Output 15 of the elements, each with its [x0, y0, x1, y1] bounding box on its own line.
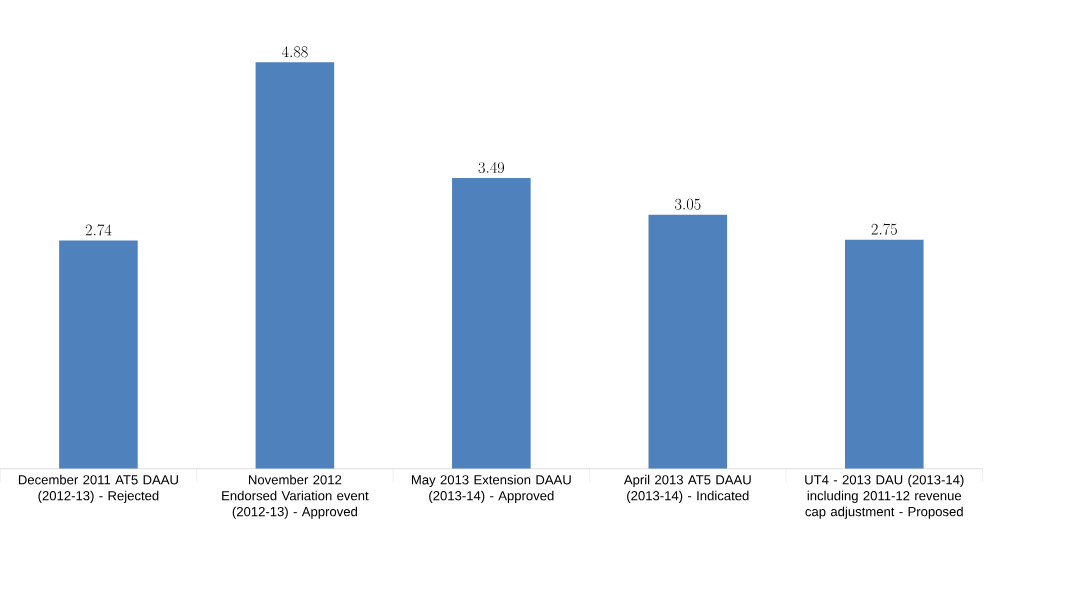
bar	[59, 240, 138, 469]
data-label: 3.05	[675, 198, 701, 210]
data-label: 2.74	[85, 224, 112, 236]
bar	[648, 214, 728, 469]
data-label: 4.88	[281, 46, 308, 58]
data-label: 3.49	[478, 162, 505, 174]
bar	[844, 239, 924, 469]
x-tick-label: November 2012 Endorsed Variation event (2012-13) - Approved	[222, 474, 369, 519]
x-tick-label: May 2013 Extension DAAU (2013-14) - Approved	[411, 474, 571, 503]
data-label: 2.75	[871, 223, 897, 235]
bar	[452, 178, 531, 469]
x-tick-label: December 2011 AT5 DAAU (2012-13) - Rejected	[18, 474, 178, 503]
x-tick-label: UT4 - 2013 DAU (2013-14) including 2011-12 revenue cap adjustment - Proposed	[805, 474, 964, 519]
x-tick-label: April 2013 AT5 DAAU (2013-14) - Indicated	[623, 474, 751, 503]
bar	[255, 62, 335, 469]
